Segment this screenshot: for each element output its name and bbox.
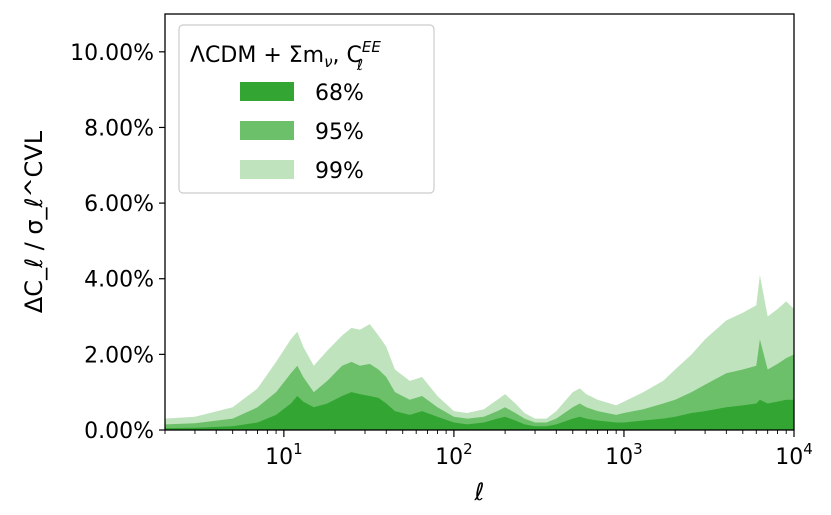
plot-frame	[164, 13, 795, 431]
x-tick-label: 104	[775, 440, 813, 470]
y-tick-label: 10.00%	[70, 41, 154, 66]
x-tick-label: 103	[605, 440, 643, 470]
y-tick-label: 4.00%	[84, 268, 154, 293]
area-series-group	[165, 274, 794, 430]
area-band-68	[165, 392, 794, 430]
y-axis: 0.00% 2.00% 4.00% 6.00% 8.00% 10.00%	[70, 41, 165, 444]
legend-entry-label: 68%	[315, 81, 364, 106]
y-tick-label: 0.00%	[84, 419, 154, 444]
legend-entry-label: 95%	[315, 120, 364, 145]
legend-swatch	[240, 82, 294, 101]
legend-entry-label: 99%	[315, 159, 364, 184]
x-axis: 101 102 103 104	[164, 430, 813, 470]
y-axis-label: ΔC_ℓ / σ_ℓ^CVL	[20, 130, 48, 313]
legend: ΛCDM + Σmν, CEE ℓ 68% 95% 99%	[178, 24, 435, 194]
x-tick-label: 101	[265, 440, 303, 470]
legend-swatch	[240, 160, 294, 179]
legend-title: ΛCDM + Σmν, CEE ℓ	[190, 38, 381, 74]
y-tick-label: 2.00%	[84, 343, 154, 368]
y-axis-label-group: ΔC_ℓ / σ_ℓ^CVL	[20, 130, 48, 313]
x-tick-label: 102	[435, 440, 473, 470]
y-tick-label: 8.00%	[84, 116, 154, 141]
x-axis-label: ℓ	[474, 478, 485, 506]
legend-box	[178, 24, 435, 194]
legend-swatch	[240, 121, 294, 140]
y-tick-label: 6.00%	[84, 192, 154, 217]
